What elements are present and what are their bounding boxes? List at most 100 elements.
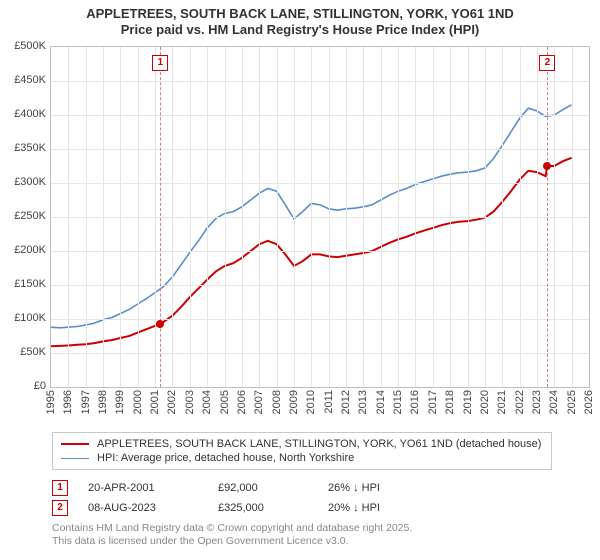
gridline-v xyxy=(311,47,312,387)
gridline-v xyxy=(190,47,191,387)
gridline-v xyxy=(277,47,278,387)
title-block: APPLETREES, SOUTH BACK LANE, STILLINGTON… xyxy=(0,0,600,39)
x-axis-label: 2011 xyxy=(323,390,335,414)
y-axis-label: £250K xyxy=(4,210,46,222)
gridline-v xyxy=(398,47,399,387)
x-axis-label: 2006 xyxy=(236,390,248,414)
gridline-v xyxy=(554,47,555,387)
legend-swatch xyxy=(61,443,89,445)
y-axis-label: £400K xyxy=(4,108,46,120)
sale-date: 08-AUG-2023 xyxy=(88,502,198,514)
footer: Contains HM Land Registry data © Crown c… xyxy=(52,522,412,548)
sale-pct: 26% ↓ HPI xyxy=(328,482,418,494)
x-axis-label: 2019 xyxy=(462,390,474,414)
x-axis-label: 2025 xyxy=(566,390,578,414)
gridline-v xyxy=(68,47,69,387)
gridline-h xyxy=(51,81,589,82)
marker-dot xyxy=(156,320,164,328)
title-line-1: APPLETREES, SOUTH BACK LANE, STILLINGTON… xyxy=(0,6,600,22)
x-axis-label: 2002 xyxy=(166,390,178,414)
x-axis-label: 1997 xyxy=(80,390,92,414)
gridline-v xyxy=(572,47,573,387)
sales-table: 120-APR-2001£92,00026% ↓ HPI208-AUG-2023… xyxy=(52,478,418,518)
x-axis-label: 2001 xyxy=(149,390,161,414)
x-axis-label: 1996 xyxy=(62,390,74,414)
gridline-v xyxy=(450,47,451,387)
gridline-v xyxy=(207,47,208,387)
x-axis-label: 2009 xyxy=(288,390,300,414)
marker-number: 1 xyxy=(152,55,168,71)
x-axis-label: 2023 xyxy=(531,390,543,414)
x-axis-label: 2020 xyxy=(479,390,491,414)
gridline-v xyxy=(520,47,521,387)
footer-line-2: This data is licensed under the Open Gov… xyxy=(52,535,412,548)
x-axis-label: 2005 xyxy=(219,390,231,414)
x-axis-label: 2007 xyxy=(253,390,265,414)
gridline-v xyxy=(329,47,330,387)
gridline-v xyxy=(138,47,139,387)
sale-row: 1 20-APR-2001 £92,000 26% ↓ HPI xyxy=(52,478,418,498)
sale-pct: 20% ↓ HPI xyxy=(328,502,418,514)
gridline-h xyxy=(51,319,589,320)
x-axis-label: 1998 xyxy=(97,390,109,414)
x-axis-label: 2003 xyxy=(184,390,196,414)
x-axis-label: 2017 xyxy=(427,390,439,414)
x-axis-label: 2008 xyxy=(271,390,283,414)
gridline-v xyxy=(485,47,486,387)
legend-label: HPI: Average price, detached house, Nort… xyxy=(97,452,354,464)
x-axis-label: 2026 xyxy=(583,390,595,414)
gridline-v xyxy=(294,47,295,387)
sale-price: £325,000 xyxy=(218,502,308,514)
y-axis-label: £100K xyxy=(4,312,46,324)
sale-num: 1 xyxy=(52,480,68,496)
x-axis-label: 1999 xyxy=(114,390,126,414)
x-axis-label: 2012 xyxy=(340,390,352,414)
gridline-v xyxy=(537,47,538,387)
sale-date: 20-APR-2001 xyxy=(88,482,198,494)
y-axis-label: £200K xyxy=(4,244,46,256)
x-axis-label: 2018 xyxy=(444,390,456,414)
legend-swatch xyxy=(61,458,89,459)
x-axis-label: 2015 xyxy=(392,390,404,414)
legend: APPLETREES, SOUTH BACK LANE, STILLINGTON… xyxy=(52,432,552,470)
marker-number: 2 xyxy=(539,55,555,71)
x-axis-label: 2013 xyxy=(357,390,369,414)
y-axis-label: £0 xyxy=(4,380,46,392)
x-axis-label: 2021 xyxy=(496,390,508,414)
gridline-v xyxy=(120,47,121,387)
y-axis-label: £350K xyxy=(4,142,46,154)
chart: 12 £0£50K£100K£150K£200K£250K£300K£350K£… xyxy=(8,42,592,422)
y-axis-label: £150K xyxy=(4,278,46,290)
marker-dot xyxy=(543,162,551,170)
legend-label: APPLETREES, SOUTH BACK LANE, STILLINGTON… xyxy=(97,438,541,450)
x-axis-label: 2022 xyxy=(514,390,526,414)
gridline-v xyxy=(433,47,434,387)
gridline-v xyxy=(86,47,87,387)
title-line-2: Price paid vs. HM Land Registry's House … xyxy=(0,22,600,38)
gridline-h xyxy=(51,115,589,116)
gridline-v xyxy=(381,47,382,387)
gridline-h xyxy=(51,285,589,286)
plot-area: 12 xyxy=(50,46,590,388)
y-axis-label: £450K xyxy=(4,74,46,86)
footer-line-1: Contains HM Land Registry data © Crown c… xyxy=(52,522,412,535)
gridline-v xyxy=(259,47,260,387)
gridline-v xyxy=(346,47,347,387)
gridline-v xyxy=(363,47,364,387)
sale-row: 208-AUG-2023£325,00020% ↓ HPI xyxy=(52,498,418,518)
x-axis-label: 2010 xyxy=(305,390,317,414)
sale-price: £92,000 xyxy=(218,482,308,494)
x-axis-label: 2014 xyxy=(375,390,387,414)
x-axis-label: 2024 xyxy=(548,390,560,414)
gridline-h xyxy=(51,251,589,252)
legend-row: APPLETREES, SOUTH BACK LANE, STILLINGTON… xyxy=(61,437,543,451)
marker-vline xyxy=(160,47,161,387)
gridline-v xyxy=(242,47,243,387)
gridline-v xyxy=(103,47,104,387)
gridline-h xyxy=(51,217,589,218)
gridline-v xyxy=(468,47,469,387)
gridline-v xyxy=(155,47,156,387)
y-axis-label: £500K xyxy=(4,40,46,52)
gridline-v xyxy=(415,47,416,387)
marker-vline xyxy=(547,47,548,387)
